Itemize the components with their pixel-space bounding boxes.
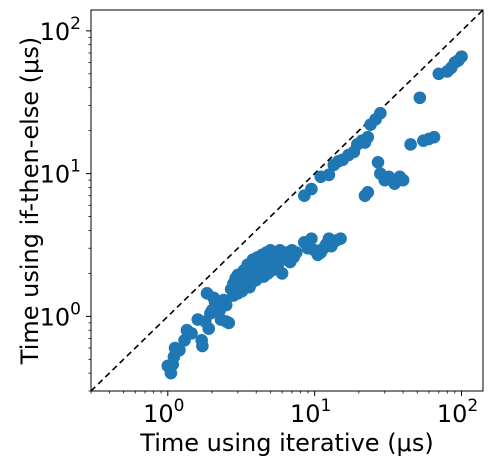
major-ticks [86, 30, 463, 396]
data-point [185, 327, 198, 340]
data-point [404, 138, 417, 151]
y-tick-label: 100 [40, 299, 81, 331]
data-point [361, 185, 375, 199]
x-tick-label: 100 [143, 396, 184, 428]
identity-reference-line [90, 9, 484, 392]
y-axis-label: Time using if-then-else (μs) [16, 37, 44, 365]
data-point [305, 182, 318, 196]
data-point [427, 130, 441, 144]
plot-frame [90, 9, 484, 392]
data-point [334, 232, 347, 245]
y-tick-label: 102 [40, 14, 81, 46]
data-point [305, 232, 318, 245]
data-point [396, 173, 410, 187]
data-point [374, 106, 387, 120]
y-tick-label: 101 [40, 157, 81, 189]
data-point [219, 298, 233, 312]
data-point [455, 50, 468, 63]
data-point [413, 91, 427, 105]
data-point [361, 130, 375, 144]
y-tick-labels: 100 101 102 [40, 14, 81, 331]
data-point [371, 156, 385, 169]
x-tick-label: 101 [290, 396, 331, 428]
data-point [222, 316, 236, 330]
x-tick-labels: 100 101 102 [143, 396, 478, 428]
data-point [290, 246, 303, 259]
data-point [275, 267, 289, 280]
x-tick-label: 102 [437, 396, 478, 428]
data-point [202, 322, 216, 335]
data-point [173, 343, 186, 357]
x-axis-label: Time using iterative (μs) [139, 429, 433, 457]
data-point [322, 168, 336, 182]
data-point [196, 339, 209, 353]
data-points [161, 50, 468, 380]
